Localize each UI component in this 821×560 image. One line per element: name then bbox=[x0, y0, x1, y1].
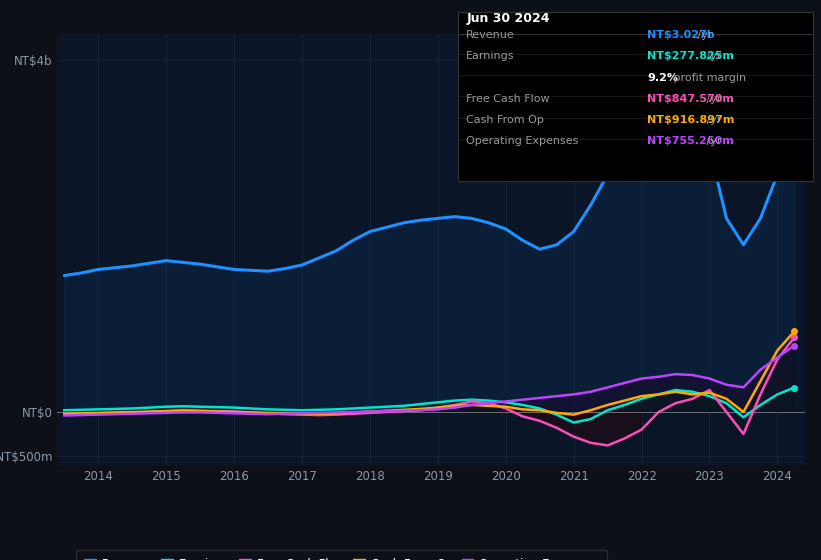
Legend: Revenue, Earnings, Free Cash Flow, Cash From Op, Operating Expenses: Revenue, Earnings, Free Cash Flow, Cash … bbox=[76, 550, 607, 560]
Text: Free Cash Flow: Free Cash Flow bbox=[466, 94, 550, 104]
Text: 9.2%: 9.2% bbox=[647, 73, 678, 83]
Text: profit margin: profit margin bbox=[670, 73, 746, 83]
Text: NT$3.027b: NT$3.027b bbox=[647, 30, 714, 40]
Text: /yr: /yr bbox=[704, 137, 722, 147]
Text: /yr: /yr bbox=[694, 30, 713, 40]
Text: Earnings: Earnings bbox=[466, 52, 515, 62]
Text: Revenue: Revenue bbox=[466, 30, 515, 40]
Text: NT$277.825m: NT$277.825m bbox=[647, 52, 734, 62]
Text: /yr: /yr bbox=[704, 115, 722, 125]
Text: NT$755.260m: NT$755.260m bbox=[647, 137, 734, 147]
Text: /yr: /yr bbox=[704, 94, 722, 104]
Text: Jun 30 2024: Jun 30 2024 bbox=[466, 12, 550, 25]
Text: NT$847.570m: NT$847.570m bbox=[647, 94, 734, 104]
Text: NT$916.897m: NT$916.897m bbox=[647, 115, 734, 125]
Text: /yr: /yr bbox=[704, 52, 722, 62]
Text: Cash From Op: Cash From Op bbox=[466, 115, 544, 125]
Text: Operating Expenses: Operating Expenses bbox=[466, 137, 579, 147]
